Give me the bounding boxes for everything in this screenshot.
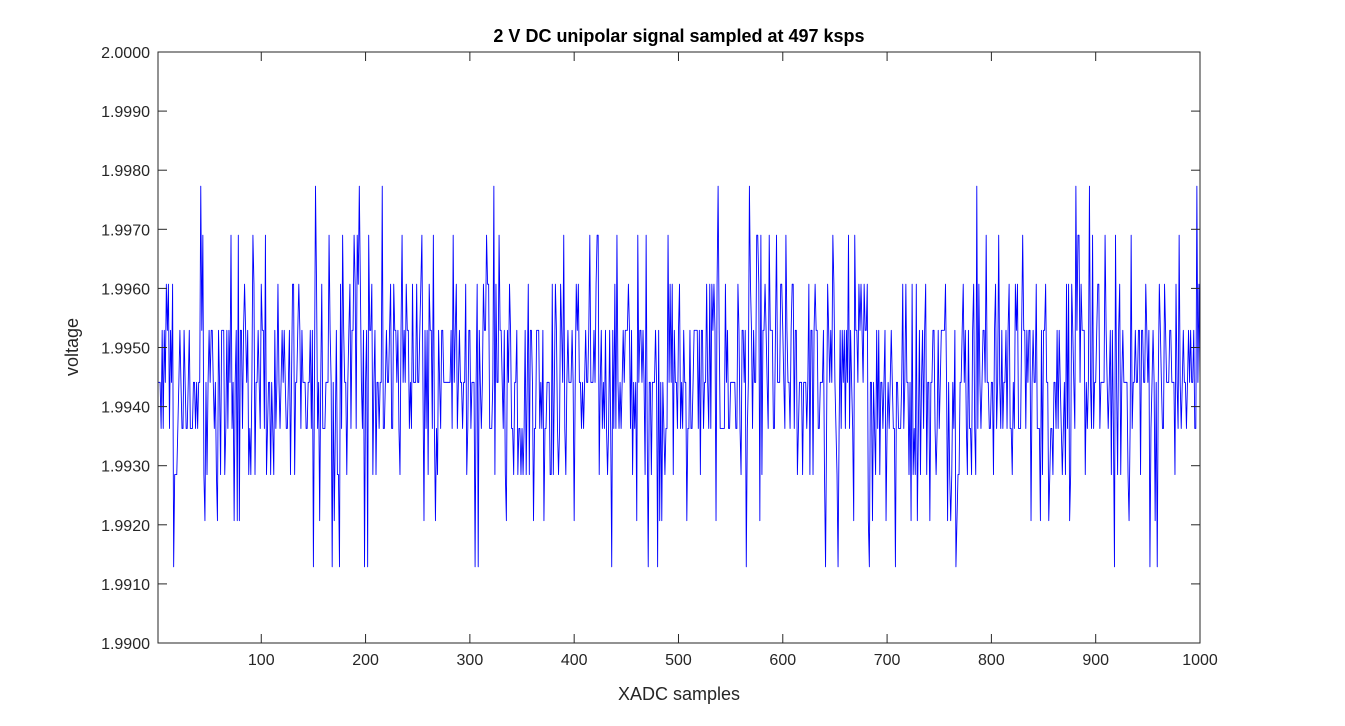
x-tick-label: 800 [978,652,1005,669]
y-tick-label: 1.9980 [101,163,150,180]
series-line [158,185,1201,568]
y-tick-label: 1.9920 [101,518,150,535]
x-tick-label: 400 [561,652,588,669]
y-axis-label: voltage [62,318,82,376]
y-tick-label: 1.9940 [101,400,150,417]
ticks-layer: 100 200 300 400 500 600 700 800 900 1000 1.9900 1.9… [101,45,1218,669]
x-axis-label: XADC samples [618,684,740,704]
y-tick-label: 1.9930 [101,459,150,476]
x-tick-label: 300 [457,652,484,669]
x-tick-label: 100 [248,652,275,669]
series-layer [158,185,1201,568]
y-tick-label: 1.9910 [101,577,150,594]
chart-title: 2 V DC unipolar signal sampled at 497 ks… [493,26,864,46]
x-tick-label: 700 [874,652,901,669]
y-tick-label: 1.9900 [101,636,150,653]
y-tick-label: 2.0000 [101,45,150,62]
y-tick-label: 1.9970 [101,222,150,239]
y-tick-label: 1.9960 [101,281,150,298]
x-tick-label: 600 [769,652,796,669]
y-tick-label: 1.9990 [101,104,150,121]
x-tick-label: 200 [352,652,379,669]
x-tick-label: 900 [1082,652,1109,669]
x-tick-label: 1000 [1182,652,1218,669]
y-tick-label: 1.9950 [101,341,150,358]
x-tick-label: 500 [665,652,692,669]
